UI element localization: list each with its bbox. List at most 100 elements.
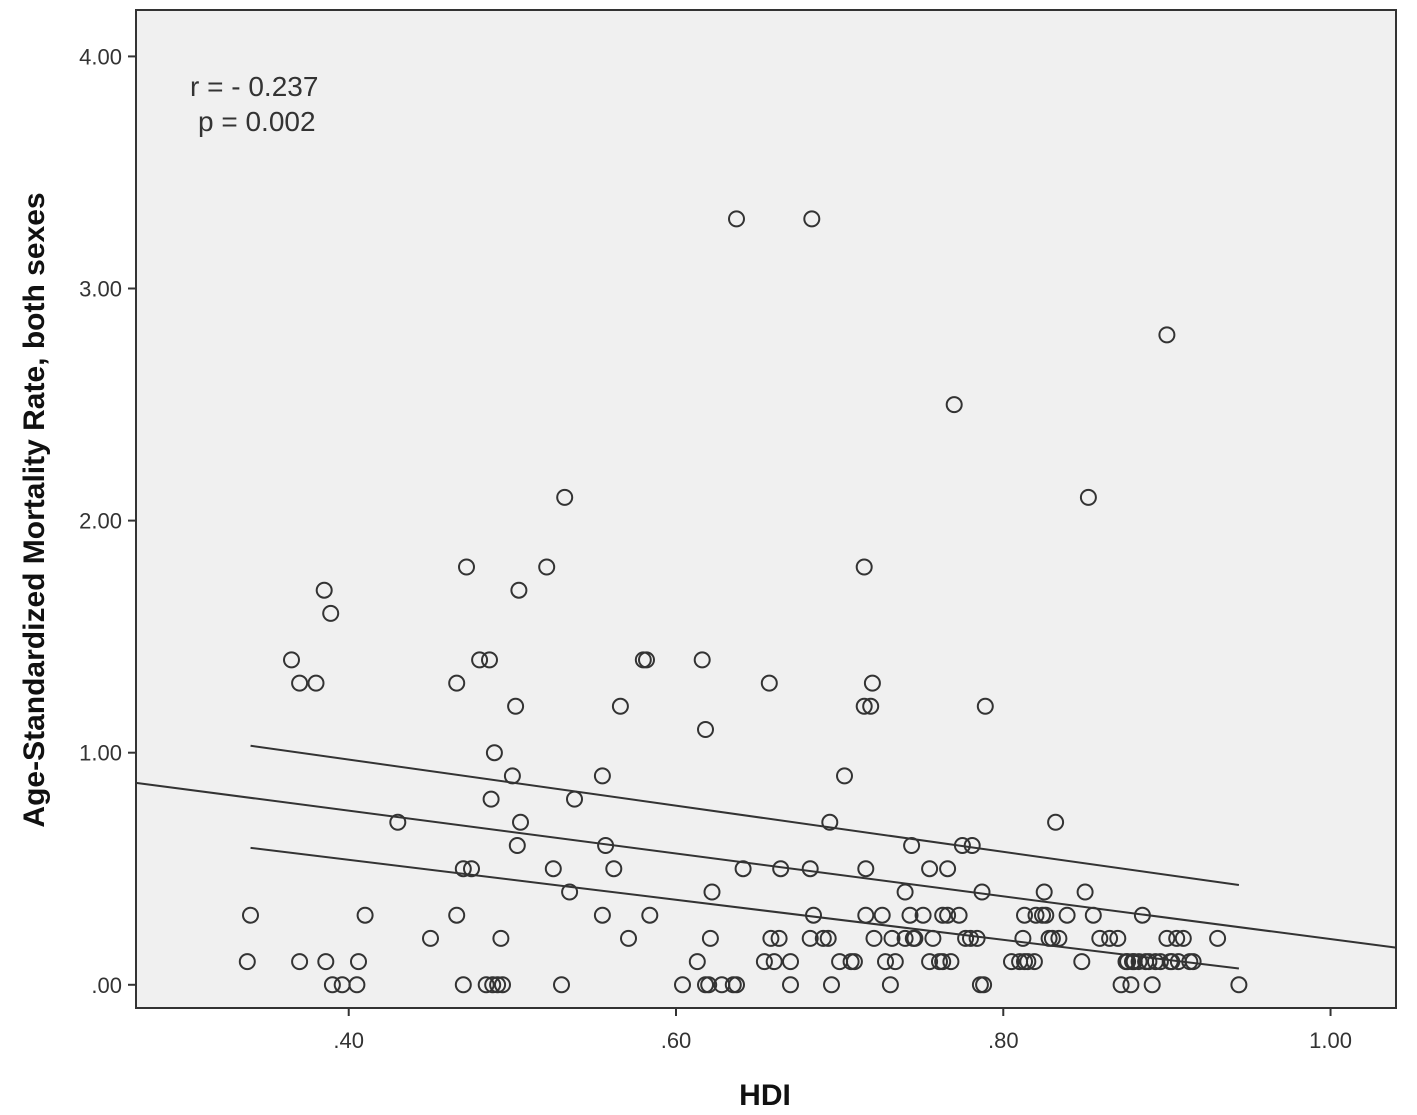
data-point [538,558,556,576]
data-point [291,674,309,692]
data-point [734,860,752,878]
data-point [605,860,623,878]
x-tick-label: .60 [661,1028,692,1053]
data-point [322,604,340,622]
data-point [975,976,993,994]
data-point [886,953,904,971]
data-point [471,651,489,669]
data-point [1084,906,1102,924]
data-point [857,860,875,878]
data-point [801,929,819,947]
data-point [881,976,899,994]
data-point [348,976,366,994]
data-point [323,976,341,994]
data-point [620,929,637,947]
data-point [823,976,840,994]
data-point [896,929,914,947]
data-point [801,860,819,878]
plot-background [135,9,1397,1009]
data-point [494,976,511,994]
data-point [482,790,500,808]
data-point [934,953,952,971]
data-point [448,674,466,692]
data-point [674,976,691,994]
data-point [1003,953,1020,971]
data-point [507,697,525,715]
data-point [317,953,335,971]
data-point [962,929,979,947]
data-point [873,906,891,924]
data-point [857,906,875,924]
data-point [1119,953,1137,971]
data-point [556,488,574,506]
data-point [1035,883,1053,901]
data-point [697,721,714,738]
data-point [1130,953,1148,971]
data-point [641,906,659,924]
data-point [939,860,957,878]
data-point [389,813,407,831]
data-point [503,767,521,785]
data-point [1047,813,1065,831]
y-axis: .00 1.00 2.00 3.00 4.00 [79,44,136,998]
data-point [953,837,971,854]
data-point [566,790,583,808]
data-point [1016,906,1033,924]
data-point [945,396,963,414]
data-point [765,953,783,971]
data-point [508,837,526,854]
fit-lines [135,744,1397,970]
data-point [1058,906,1076,924]
data-point [1140,953,1158,971]
data-point [1112,976,1130,994]
data-point [1143,976,1161,994]
x-tick-label: .80 [988,1028,1019,1053]
y-axis-title: Age-Standardized Mortality Rate, both se… [18,192,51,827]
data-point [1037,906,1055,924]
data-point [906,929,924,947]
data-point [1151,953,1169,971]
data-point [728,976,745,994]
data-point [782,976,799,994]
data-point [957,929,975,947]
data-point [963,837,981,854]
data-point [561,883,579,901]
y-tick-label: 2.00 [79,509,122,534]
data-point [1184,953,1202,971]
data-point [976,697,994,715]
x-tick-label: .40 [333,1028,364,1053]
data-point [700,976,718,994]
y-tick-label: 3.00 [79,277,122,302]
data-point [1158,929,1176,947]
data-point [814,929,832,947]
data-point [845,953,863,971]
data-point [422,929,439,947]
data-point [863,674,881,692]
data-point [356,906,374,924]
data-point [803,210,821,228]
data-point [921,860,939,878]
data-point [896,883,914,901]
data-point [883,929,901,947]
data-point [448,906,466,924]
data-point [463,860,480,878]
data-point [593,906,611,924]
data-point [934,906,952,924]
lower-confidence-line [250,846,1240,970]
data-point [510,581,528,599]
data-point [593,767,611,785]
y-tick-label: 1.00 [79,741,122,766]
data-point [1027,906,1045,924]
data-point [1158,326,1176,344]
data-point [924,929,942,947]
data-point [1076,883,1094,901]
data-point [238,953,256,971]
data-point [458,558,475,576]
data-point [855,558,873,576]
x-axis: .40 .60 .80 1.00 [333,1008,1352,1053]
data-point [481,651,498,669]
data-point [1073,953,1091,971]
data-point [862,697,880,715]
data-point [553,976,570,994]
